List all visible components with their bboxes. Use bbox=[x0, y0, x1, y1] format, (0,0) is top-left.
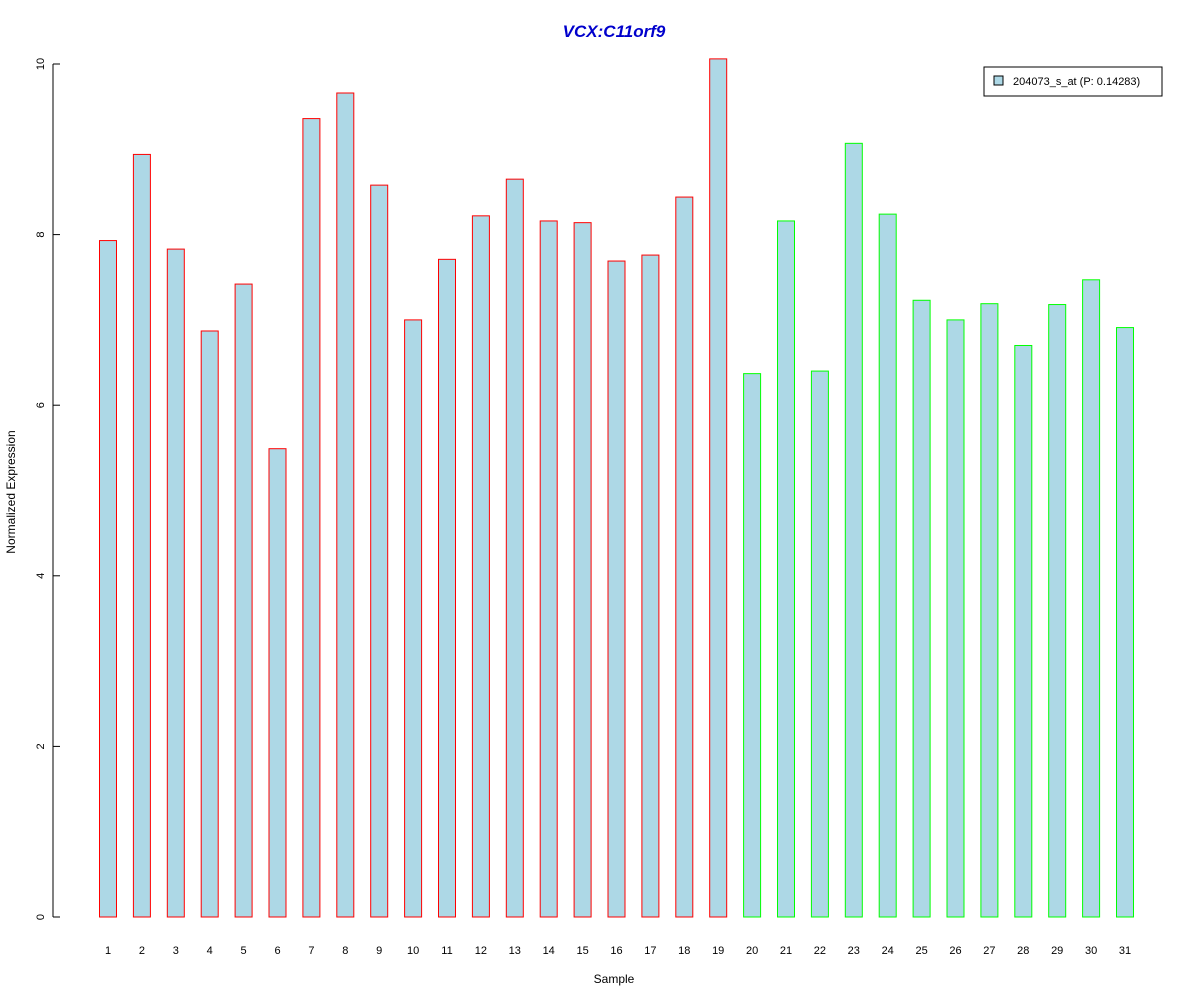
x-tick-label: 10 bbox=[407, 945, 419, 957]
x-tick-label: 1 bbox=[105, 945, 111, 957]
y-tick-label: 4 bbox=[35, 573, 47, 579]
bar-sample-14 bbox=[539, 220, 558, 918]
legend-box bbox=[983, 66, 1163, 97]
legend: 204073_s_at (P: 0.14283) bbox=[983, 66, 1163, 97]
x-tick-label: 6 bbox=[274, 945, 280, 957]
y-tick-label: 8 bbox=[35, 232, 47, 238]
x-tick-label: 27 bbox=[983, 945, 995, 957]
bar-sample-23 bbox=[844, 142, 863, 918]
x-tick-label: 17 bbox=[644, 945, 656, 957]
x-tick-label: 3 bbox=[173, 945, 179, 957]
bar-sample-19 bbox=[709, 58, 728, 918]
legend-swatch bbox=[993, 75, 1004, 86]
bar-sample-7 bbox=[302, 118, 321, 918]
x-tick-label: 18 bbox=[678, 945, 690, 957]
x-tick-label: 24 bbox=[882, 945, 894, 957]
x-tick-label: 23 bbox=[848, 945, 860, 957]
x-tick-label: 5 bbox=[241, 945, 247, 957]
x-tick-label: 28 bbox=[1017, 945, 1029, 957]
bar-sample-1 bbox=[99, 240, 117, 918]
bar-sample-28 bbox=[1014, 344, 1033, 918]
bar-sample-25 bbox=[912, 299, 931, 918]
x-tick-label: 2 bbox=[139, 945, 145, 957]
bars bbox=[99, 58, 1134, 918]
bar-sample-22 bbox=[810, 370, 829, 918]
x-tick-label: 12 bbox=[475, 945, 487, 957]
bar-sample-18 bbox=[675, 196, 694, 918]
x-tick-label: 8 bbox=[342, 945, 348, 957]
x-tick-label: 31 bbox=[1119, 945, 1131, 957]
bar-sample-31 bbox=[1116, 327, 1134, 918]
x-tick-labels: 1 2 3 4 5 6 7 8 9 10 11 12 13 14 15 16 17 18 19 20 21 22 23 24 2… bbox=[105, 945, 1131, 957]
y-tick-label: 0 bbox=[35, 914, 47, 920]
x-tick-label: 13 bbox=[509, 945, 521, 957]
bar-sample-29 bbox=[1048, 304, 1067, 918]
x-tick-label: 16 bbox=[610, 945, 622, 957]
bar-sample-12 bbox=[471, 215, 490, 918]
bar-sample-27 bbox=[980, 303, 999, 918]
x-tick-label: 11 bbox=[441, 945, 452, 957]
bar-sample-4 bbox=[200, 330, 219, 918]
bar-sample-6 bbox=[268, 448, 287, 918]
y-axis: 0 2 4 6 8 10 bbox=[35, 58, 60, 920]
bar-sample-13 bbox=[505, 178, 524, 918]
x-tick-label: 9 bbox=[376, 945, 382, 957]
x-tick-label: 30 bbox=[1085, 945, 1097, 957]
x-tick-label: 15 bbox=[576, 945, 588, 957]
x-tick-label: 4 bbox=[207, 945, 213, 957]
bar-sample-30 bbox=[1082, 279, 1101, 918]
x-tick-label: 19 bbox=[712, 945, 724, 957]
x-tick-label: 26 bbox=[949, 945, 961, 957]
bar-sample-11 bbox=[438, 258, 456, 918]
bar-sample-26 bbox=[946, 319, 965, 918]
y-tick-label: 6 bbox=[35, 402, 47, 408]
bar-sample-2 bbox=[132, 153, 151, 918]
x-tick-label: 29 bbox=[1051, 945, 1063, 957]
bar-sample-3 bbox=[166, 248, 185, 918]
chart-title: VCX:C11orf9 bbox=[563, 22, 666, 41]
bar-sample-5 bbox=[234, 283, 253, 918]
y-tick-label: 10 bbox=[35, 58, 47, 70]
x-tick-label: 22 bbox=[814, 945, 826, 957]
bar-sample-16 bbox=[607, 260, 626, 918]
bar-sample-20 bbox=[743, 373, 762, 918]
x-tick-label: 25 bbox=[915, 945, 927, 957]
x-axis-label: Sample bbox=[594, 972, 635, 986]
bar-sample-24 bbox=[878, 213, 897, 918]
legend-label: 204073_s_at (P: 0.14283) bbox=[1013, 76, 1140, 88]
bar-sample-15 bbox=[573, 222, 592, 918]
x-tick-label: 21 bbox=[780, 945, 792, 957]
bar-sample-9 bbox=[370, 184, 389, 918]
x-tick-label: 7 bbox=[308, 945, 314, 957]
y-tick-label: 2 bbox=[35, 743, 47, 749]
bar-sample-10 bbox=[404, 319, 423, 918]
y-axis-label: Normalized Expression bbox=[4, 430, 18, 553]
bar-sample-17 bbox=[641, 254, 660, 918]
x-tick-label: 20 bbox=[746, 945, 758, 957]
x-tick-label: 14 bbox=[543, 945, 555, 957]
bar-sample-21 bbox=[777, 220, 795, 918]
bar-sample-8 bbox=[336, 92, 355, 918]
